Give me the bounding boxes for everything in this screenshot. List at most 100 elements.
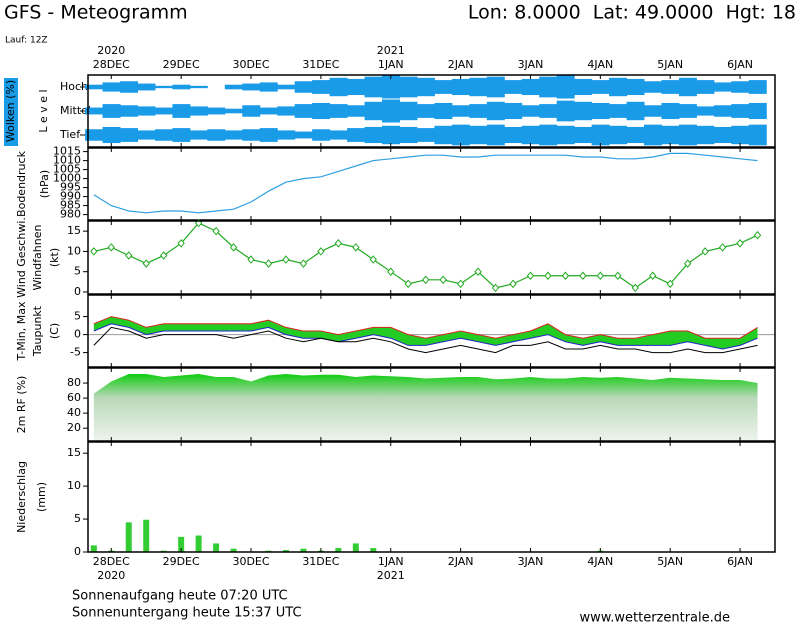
cloud-cell (347, 128, 366, 142)
cloud-cell (731, 104, 750, 118)
y-tick-label: 60 (67, 391, 81, 404)
x-tick-label: 6JAN (727, 555, 753, 568)
cloud-cell (748, 102, 767, 120)
cloud-cell (189, 130, 208, 140)
x-tick-label: 30DEC (232, 58, 269, 71)
cloud-cell (713, 82, 732, 92)
x-tick-label: 29DEC (163, 58, 200, 71)
marker (439, 275, 447, 285)
source: www.wetterzentrale.de (580, 611, 730, 625)
cloud-cell (521, 78, 540, 96)
marker (212, 226, 220, 236)
y-tick-label: 15 (67, 446, 81, 459)
year-label: 2020 (97, 44, 125, 57)
cloud-cell (312, 80, 331, 94)
cloud-cell (364, 101, 383, 121)
cloud-cell (85, 129, 104, 141)
cloud-cell (713, 126, 732, 144)
panel (88, 442, 775, 552)
cloud-cell (696, 125, 715, 145)
location: Lon: 8.0000 Lat: 49.0000 Hgt: 18 (468, 2, 796, 24)
axis-label: T-Min, Max (15, 301, 28, 361)
panel-border (87, 74, 776, 148)
year-label: 2021 (377, 44, 405, 57)
marker (649, 271, 657, 281)
marker (142, 259, 150, 268)
marker (177, 239, 185, 248)
cloud-cell (644, 81, 662, 93)
cloud-cell (277, 130, 296, 140)
cloud-cell (259, 82, 278, 92)
cloud-cell (521, 125, 540, 145)
cloud-cell (382, 75, 400, 99)
cloud-cell (312, 129, 331, 141)
marker (229, 243, 238, 252)
cloud-cell (137, 106, 156, 116)
cloud-cell (207, 129, 226, 141)
cloud-cell (172, 128, 191, 142)
cloud-cell (678, 124, 697, 146)
marker (474, 267, 482, 276)
cloud-cell (120, 105, 138, 117)
y-tick-label: 0 (74, 285, 81, 298)
cloud-cell (469, 77, 488, 97)
x-tick-label: 4JAN (587, 555, 613, 568)
sunset: Sonnenuntergang heute 15:37 UTC (72, 606, 302, 621)
panel-border (87, 441, 776, 553)
cloud-cell (661, 125, 680, 145)
cloud-cell (644, 105, 662, 117)
y-tick-label: 20 (67, 421, 81, 434)
cloud-cell (137, 130, 156, 140)
cloud-cell (259, 128, 278, 142)
y-tick-label: Mittel (60, 104, 91, 117)
cloud-cell (242, 105, 261, 117)
x-tick-label: 28DEC (93, 555, 130, 568)
line (93, 326, 758, 354)
axis-label: L e v e l (37, 89, 50, 132)
cloud-cell (347, 105, 366, 117)
bar (90, 545, 97, 552)
marker (317, 247, 325, 256)
marker (387, 267, 395, 276)
cloud-cell (347, 78, 366, 96)
y-tick-label: 15 (67, 224, 81, 237)
line (93, 316, 758, 339)
cloud-cell (539, 124, 558, 146)
year-label: 2020 (97, 569, 125, 582)
bar (125, 522, 132, 552)
cloud-cell (329, 77, 348, 97)
cloud-cell (224, 130, 243, 140)
y-tick-label: 985 (60, 199, 81, 212)
panel (88, 148, 775, 220)
marker (718, 243, 727, 252)
cloud-cell (469, 125, 488, 145)
cloud-cell (521, 105, 540, 117)
marker (264, 259, 273, 268)
cloud-cell (102, 82, 121, 92)
panel-border (87, 147, 776, 221)
y-tick-label: 10 (67, 244, 81, 257)
line (93, 323, 758, 350)
cloud-cell (661, 80, 680, 94)
axis-label: (C) (48, 323, 61, 339)
cloud-cell (102, 126, 121, 144)
marker (631, 283, 639, 293)
y-tick-label: 1010 (53, 154, 81, 167)
cloud-cell (312, 102, 331, 120)
axis-label: (mm) (35, 482, 48, 512)
x-tick-label: 2JAN (448, 555, 474, 568)
x-tick-label: 30DEC (232, 555, 269, 568)
marker (334, 239, 343, 248)
x-tick-label: 31DEC (302, 555, 339, 568)
x-tick-label: 5JAN (657, 58, 683, 71)
x-tick-label: 2JAN (448, 58, 474, 71)
axis-label: Windfahnen (31, 225, 44, 291)
marker (107, 243, 115, 252)
cloud-cell (259, 107, 278, 115)
cloud-cell (486, 124, 505, 146)
cloud-cell (172, 84, 191, 90)
cloud-cell (486, 101, 505, 121)
cloud-cell (242, 129, 261, 141)
bar (300, 548, 307, 552)
cloud-cell (539, 76, 558, 98)
